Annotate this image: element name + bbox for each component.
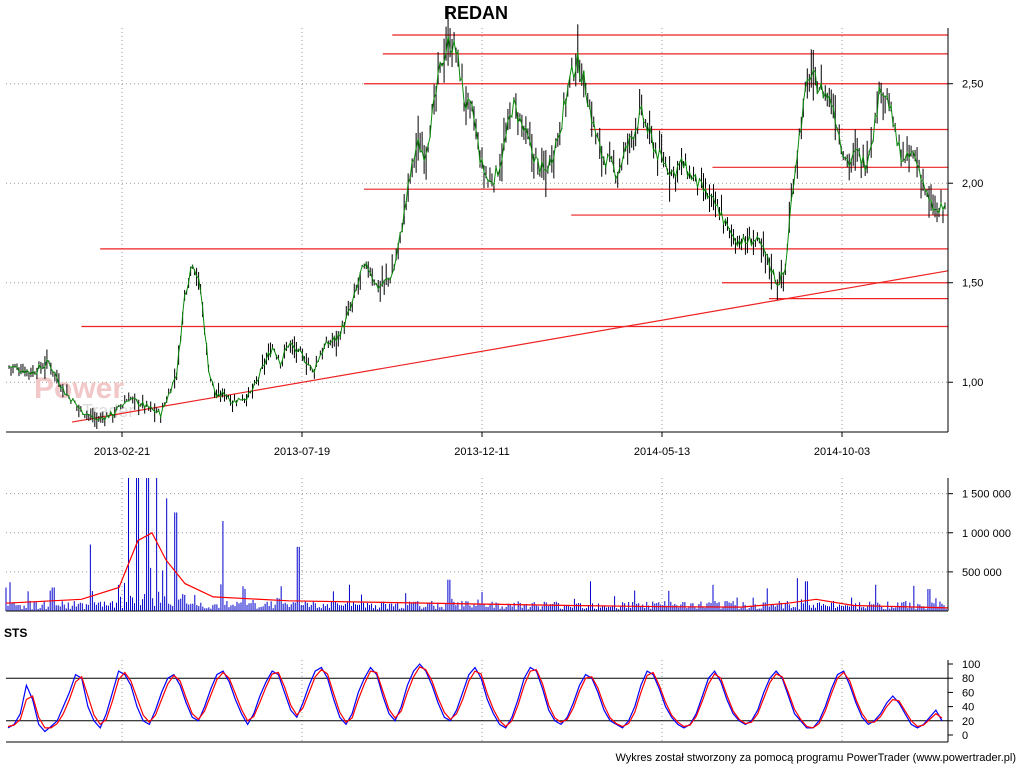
- volume-axes: 500 000 1 000 000 1 500 000: [6, 478, 1011, 612]
- sts-ytick-label-4: 80: [962, 673, 974, 685]
- price-close-line: [8, 36, 946, 422]
- volume-bars: [5, 478, 949, 611]
- watermark-power: Power: [34, 372, 124, 405]
- price-grid: [6, 28, 948, 432]
- volume-ytick-label-0: 500 000: [962, 567, 1002, 579]
- sts-grid: [6, 660, 948, 742]
- price-axes: 1,00 1,50 2,00 2,50 2013-02-21 2013-07-19 2013…: [6, 28, 983, 458]
- support-resistance-lines: [71, 34, 949, 423]
- chart-title: REDAN: [444, 3, 508, 23]
- price-ytick-label-2: 2,00: [962, 178, 983, 190]
- price-ytick-label-0: 1,00: [962, 377, 983, 389]
- sts-axes: 0 20 40 60 80 100: [6, 659, 980, 743]
- volume-moving-average: [5, 531, 949, 609]
- price-xtick-label-0: 2013-02-21: [94, 446, 150, 458]
- sts-series-0: [7, 663, 943, 733]
- sts-series-1: [7, 666, 943, 729]
- footer-credit: Wykres został stworzony za pomocą progra…: [615, 752, 1016, 764]
- sts-ytick-label-2: 40: [962, 702, 974, 714]
- sts-lines: [7, 663, 943, 733]
- price-xtick-label-3: 2014-05-13: [634, 446, 690, 458]
- volume-panel: 500 000 1 000 000 1 500 000: [5, 478, 1011, 612]
- sts-ytick-label-1: 20: [962, 716, 974, 728]
- price-candles: [8, 7, 946, 429]
- sts-panel: STS 0 20 40 60 80 100: [4, 626, 980, 743]
- volume-ytick-label-1: 1 000 000: [962, 528, 1011, 540]
- volume-ma-line: [5, 531, 949, 609]
- trend-line: [71, 270, 949, 423]
- sts-label: STS: [4, 626, 27, 640]
- price-panel: Power Trader 1,00 1,50 2,00 2,50 2013-02-21 2…: [6, 7, 983, 458]
- sts-ytick-label-0: 0: [962, 730, 968, 742]
- volume-grid: [6, 478, 948, 611]
- price-ytick-label-1: 1,50: [962, 278, 983, 290]
- price-ytick-label-3: 2,50: [962, 79, 983, 91]
- sts-ytick-label-3: 60: [962, 687, 974, 699]
- sts-ytick-label-5: 100: [962, 659, 980, 671]
- price-xtick-label-4: 2014-10-03: [814, 446, 870, 458]
- watermark-trader: Trader: [82, 401, 134, 421]
- price-xtick-label-2: 2013-12-11: [454, 446, 509, 458]
- price-xtick-label-1: 2013-07-19: [274, 446, 330, 458]
- volume-ytick-label-2: 1 500 000: [962, 489, 1011, 501]
